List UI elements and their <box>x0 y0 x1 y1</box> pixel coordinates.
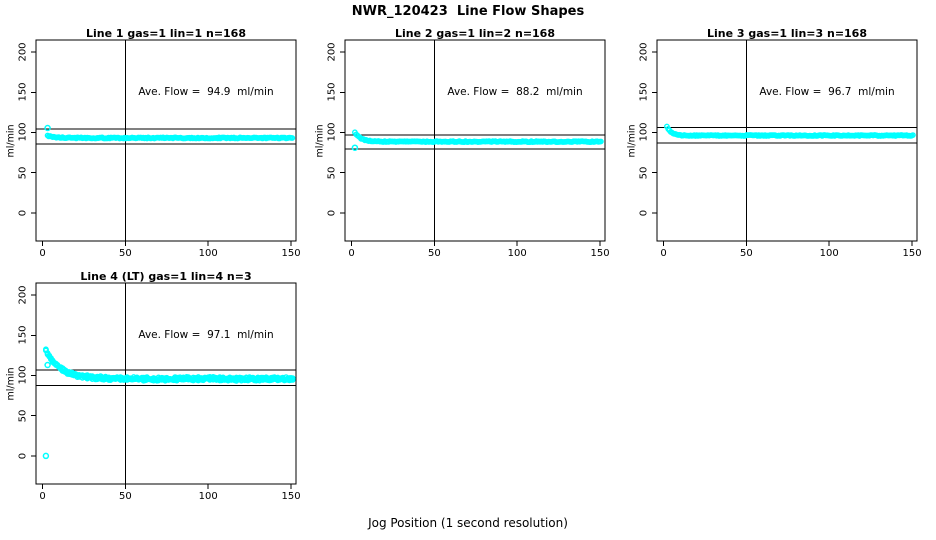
y-tick-label: 150 <box>17 82 29 102</box>
plot-panel: Line 4 (LT) gas=1 lin=4 n=3 0 50 100 150 200 0… <box>5 270 312 516</box>
x-tick-label: 100 <box>198 491 218 502</box>
y-tick-label: 50 <box>326 166 338 180</box>
y-tick-label: 0 <box>17 209 29 217</box>
plot-box <box>344 39 606 242</box>
x-tick-label: 150 <box>281 248 301 259</box>
y-tick-label: 0 <box>17 452 29 460</box>
data-points <box>44 124 296 142</box>
x-tick-label: 100 <box>507 248 527 259</box>
ave-flow-annotation: Ave. Flow = 96.7 ml/min <box>759 86 895 98</box>
outlier-point <box>42 452 50 460</box>
panel-title: Line 2 gas=1 lin=2 n=168 <box>394 27 555 40</box>
x-tick-label: 150 <box>902 248 922 259</box>
y-tick-label: 50 <box>638 166 650 180</box>
y-tick-label: 0 <box>638 209 650 217</box>
plot-panel: Line 2 gas=1 lin=2 n=168 0 50 100 150 200 0 50 1… <box>314 27 621 273</box>
x-tick-label: 0 <box>39 491 46 502</box>
y-tick-label: 100 <box>638 122 650 142</box>
x-tick-label: 100 <box>819 248 839 259</box>
plot-box <box>35 282 297 485</box>
x-tick-label: 50 <box>428 248 441 259</box>
x-tick-label: 150 <box>281 491 301 502</box>
ave-flow-annotation: Ave. Flow = 97.1 ml/min <box>138 329 274 341</box>
y-tick-label: 200 <box>17 42 29 62</box>
y-tick-label: 50 <box>17 166 29 180</box>
plot-area <box>31 39 297 246</box>
main-title: NWR_120423 Line Flow Shapes <box>351 4 585 19</box>
data-points <box>351 129 604 151</box>
y-axis-label: ml/min <box>314 123 326 158</box>
y-axis-label: ml/min <box>5 123 17 158</box>
ave-flow-annotation: Ave. Flow = 88.2 ml/min <box>447 86 583 98</box>
x-tick-label: 50 <box>119 491 132 502</box>
y-tick-label: 100 <box>326 122 338 142</box>
y-tick-label: 150 <box>326 82 338 102</box>
x-tick-label: 50 <box>740 248 753 259</box>
y-tick-label: 50 <box>17 409 29 423</box>
y-tick-label: 100 <box>17 365 29 385</box>
y-tick-label: 0 <box>326 209 338 217</box>
y-tick-label: 200 <box>17 285 29 305</box>
y-axis-label: ml/min <box>626 123 638 158</box>
plot-panel: Line 3 gas=1 lin=3 n=168 0 50 100 150 200 0 50 1… <box>626 27 933 273</box>
outlier-point <box>351 144 359 151</box>
plot-box <box>35 39 297 242</box>
outlier-point <box>44 124 51 132</box>
x-tick-label: 0 <box>39 248 46 259</box>
x-tick-label: 100 <box>198 248 218 259</box>
plot-area <box>31 282 297 489</box>
panel-title: Line 3 gas=1 lin=3 n=168 <box>706 27 867 40</box>
panel-title: Line 4 (LT) gas=1 lin=4 n=3 <box>80 270 252 283</box>
data-points <box>664 123 916 139</box>
x-tick-label: 0 <box>348 248 355 259</box>
y-tick-label: 150 <box>17 325 29 345</box>
x-axis-title: Jog Position (1 second resolution) <box>368 516 568 530</box>
y-tick-label: 100 <box>17 122 29 142</box>
x-tick-label: 150 <box>590 248 610 259</box>
plot-area <box>652 39 918 246</box>
plot-box <box>656 39 918 242</box>
data-points <box>42 346 296 460</box>
y-tick-label: 150 <box>638 82 650 102</box>
y-tick-label: 200 <box>326 42 338 62</box>
y-axis-label: ml/min <box>5 366 17 401</box>
ave-flow-annotation: Ave. Flow = 94.9 ml/min <box>138 86 274 98</box>
plot-panel: Line 1 gas=1 lin=1 n=168 0 50 100 150 200 0 50 1… <box>5 27 312 273</box>
x-tick-label: 50 <box>119 248 132 259</box>
y-tick-label: 200 <box>638 42 650 62</box>
plot-area <box>340 39 606 246</box>
panel-title: Line 1 gas=1 lin=1 n=168 <box>85 27 246 40</box>
x-tick-label: 0 <box>660 248 667 259</box>
outlier-point <box>44 361 51 369</box>
